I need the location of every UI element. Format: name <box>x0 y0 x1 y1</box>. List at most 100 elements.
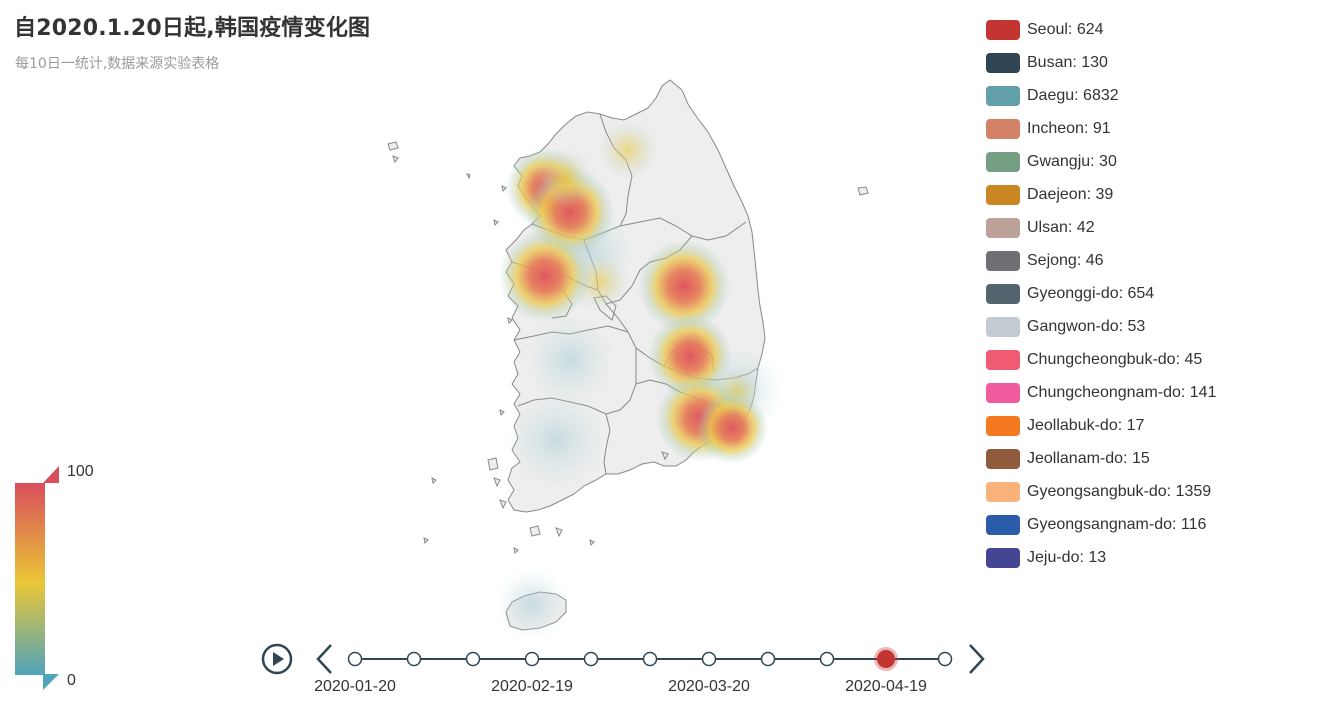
timeline-label: 2020-04-19 <box>845 678 927 695</box>
legend-swatch <box>986 415 1020 436</box>
legend-item-jeju-do[interactable]: Jeju-do: 13 <box>986 541 1216 574</box>
visual-map-max-handle[interactable] <box>43 466 59 483</box>
legend-swatch <box>986 85 1020 106</box>
islet <box>529 525 541 537</box>
timeline: 2020-01-20 2020-02-19 2020-03-20 2020-04-19 <box>0 625 1325 719</box>
legend-item-gangwon-do[interactable]: Gangwon-do: 53 <box>986 310 1216 343</box>
legend-swatch <box>986 547 1020 568</box>
legend-item-gyeongsangnam-do[interactable]: Gyeongsangnam-do: 116 <box>986 508 1216 541</box>
legend-item-daejeon[interactable]: Daejeon: 39 <box>986 178 1216 211</box>
legend-swatch <box>986 316 1020 337</box>
islet <box>387 141 399 151</box>
legend-item-ulsan[interactable]: Ulsan: 42 <box>986 211 1216 244</box>
islet <box>423 537 429 545</box>
legend-label: Gyeongsangbuk-do: 1359 <box>1027 482 1212 500</box>
islet <box>499 499 507 510</box>
series-legend: Seoul: 624 Busan: 130 Daegu: 6832 Incheon: … <box>986 13 1216 574</box>
legend-label: Jeju-do: 13 <box>1027 548 1107 566</box>
legend-item-gwangju[interactable]: Gwangju: 30 <box>986 145 1216 178</box>
islet <box>513 547 519 555</box>
visual-map-gradient-bar[interactable] <box>15 483 45 675</box>
legend-item-seoul[interactable]: Seoul: 624 <box>986 13 1216 46</box>
timeline-point[interactable] <box>347 651 363 667</box>
play-icon[interactable] <box>261 643 293 675</box>
legend-swatch <box>986 349 1020 370</box>
legend-swatch <box>986 217 1020 238</box>
timeline-point[interactable] <box>583 651 599 667</box>
timeline-point[interactable] <box>937 651 953 667</box>
islet <box>487 457 499 471</box>
islet <box>431 477 437 485</box>
islet <box>501 185 507 193</box>
visual-map[interactable]: 100 0 <box>14 463 114 693</box>
legend-label: Sejong: 46 <box>1027 251 1104 269</box>
page-title: 自2020.1.20日起,韩国疫情变化图 <box>14 16 371 41</box>
legend-item-daegu[interactable]: Daegu: 6832 <box>986 79 1216 112</box>
timeline-point[interactable] <box>701 651 717 667</box>
legend-item-busan[interactable]: Busan: 130 <box>986 46 1216 79</box>
islet <box>493 219 499 227</box>
legend-item-gyeongsangbuk-do[interactable]: Gyeongsangbuk-do: 1359 <box>986 475 1216 508</box>
islet <box>507 317 513 325</box>
legend-swatch <box>986 52 1020 73</box>
legend-swatch <box>986 250 1020 271</box>
islet <box>493 477 501 488</box>
timeline-point[interactable] <box>465 651 481 667</box>
legend-label: Ulsan: 42 <box>1027 218 1095 236</box>
heat-point-chungnam <box>499 230 591 322</box>
visual-map-min-label: 0 <box>67 672 76 689</box>
legend-swatch <box>986 514 1020 535</box>
heat-point-busan <box>696 392 768 464</box>
timeline-label: 2020-03-20 <box>668 678 750 695</box>
islet <box>392 155 399 164</box>
heat-point-teal-south <box>506 390 606 490</box>
heat-point-teal-central <box>524 314 616 406</box>
legend-swatch <box>986 382 1020 403</box>
legend-label: Gwangju: 30 <box>1027 152 1117 170</box>
islet <box>661 451 669 461</box>
legend-label: Gyeongsangnam-do: 116 <box>1027 515 1207 533</box>
legend-label: Incheon: 91 <box>1027 119 1111 137</box>
legend-item-gyeonggi-do[interactable]: Gyeonggi-do: 654 <box>986 277 1216 310</box>
timeline-point[interactable] <box>819 651 835 667</box>
legend-item-sejong[interactable]: Sejong: 46 <box>986 244 1216 277</box>
timeline-point[interactable] <box>406 651 422 667</box>
timeline-point-active[interactable] <box>877 650 895 668</box>
islet <box>555 527 563 538</box>
legend-swatch <box>986 283 1020 304</box>
legend-item-jeollanam-do[interactable]: Jeollanam-do: 15 <box>986 442 1216 475</box>
heat-point-jeju <box>496 568 568 640</box>
islet <box>499 409 505 417</box>
chevron-left-icon[interactable] <box>316 644 332 674</box>
legend-swatch <box>986 118 1020 139</box>
visual-map-min-handle[interactable] <box>43 674 59 690</box>
islet <box>857 186 869 196</box>
heat-point-gangwon <box>598 120 658 180</box>
heat-point-gyeonggi <box>535 148 595 208</box>
legend-item-incheon[interactable]: Incheon: 91 <box>986 112 1216 145</box>
legend-item-jeollabuk-do[interactable]: Jeollabuk-do: 17 <box>986 409 1216 442</box>
timeline-point[interactable] <box>760 651 776 667</box>
legend-item-chungcheongnam-do[interactable]: Chungcheongnam-do: 141 <box>986 376 1216 409</box>
legend-swatch <box>986 448 1020 469</box>
heat-point-gyeongbuk <box>638 240 730 332</box>
legend-swatch <box>986 151 1020 172</box>
timeline-label: 2020-01-20 <box>314 678 396 695</box>
legend-label: Seoul: 624 <box>1027 20 1104 38</box>
legend-label: Gyeonggi-do: 654 <box>1027 284 1155 302</box>
chevron-right-icon[interactable] <box>969 644 985 674</box>
page-subtitle: 每10日一统计,数据来源实验表格 <box>15 56 220 72</box>
legend-swatch <box>986 481 1020 502</box>
legend-item-chungcheongbuk-do[interactable]: Chungcheongbuk-do: 45 <box>986 343 1216 376</box>
visual-map-max-label: 100 <box>67 463 94 480</box>
legend-label: Chungcheongnam-do: 141 <box>1027 383 1217 401</box>
legend-label: Jeollabuk-do: 17 <box>1027 416 1145 434</box>
timeline-point[interactable] <box>524 651 540 667</box>
legend-label: Daegu: 6832 <box>1027 86 1119 104</box>
legend-label: Gangwon-do: 53 <box>1027 317 1146 335</box>
islet <box>466 173 471 180</box>
legend-swatch <box>986 184 1020 205</box>
timeline-point[interactable] <box>642 651 658 667</box>
legend-label: Busan: 130 <box>1027 53 1108 71</box>
